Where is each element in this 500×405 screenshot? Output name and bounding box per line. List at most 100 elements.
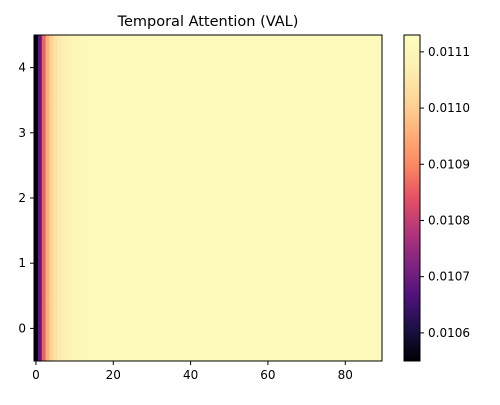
heatmap-cell <box>37 295 43 362</box>
heatmap-cell <box>84 295 89 362</box>
heatmap-cell <box>366 100 371 166</box>
heatmap-cell <box>343 295 348 362</box>
heatmap-cell <box>146 100 151 166</box>
heatmap-cell <box>304 35 309 101</box>
heatmap-cell <box>219 165 224 231</box>
heatmap-cell <box>153 165 159 231</box>
heatmap-cell <box>41 165 46 231</box>
heatmap-cell <box>335 230 340 297</box>
heatmap-cell <box>296 295 302 362</box>
heatmap-cell <box>215 295 220 362</box>
heatmap-cell <box>204 295 209 362</box>
heatmap-cell <box>339 100 344 166</box>
colorbar <box>404 35 420 361</box>
heatmap-cell <box>45 100 50 166</box>
heatmap-cell <box>339 230 344 297</box>
heatmap-cell <box>165 35 170 101</box>
heatmap-cell <box>215 165 220 231</box>
heatmap-cell <box>134 35 139 101</box>
heatmap-cell <box>238 165 244 231</box>
heatmap-cell <box>235 230 240 297</box>
heatmap-cell <box>335 100 340 166</box>
heatmap-cell <box>354 100 360 166</box>
heatmap-cell <box>343 165 348 231</box>
heatmap-cell <box>157 230 162 297</box>
heatmap-cell <box>273 35 278 101</box>
heatmap-cell <box>235 295 240 362</box>
heatmap-cell <box>285 165 290 231</box>
heatmap-cell <box>122 295 128 362</box>
heatmap-cell <box>347 35 352 101</box>
heatmap-cell <box>107 165 112 231</box>
heatmap-cell <box>192 295 197 362</box>
heatmap-cell <box>227 165 232 231</box>
heatmap-cell <box>343 100 348 166</box>
heatmap-cell <box>296 165 302 231</box>
heatmap-cell <box>138 295 143 362</box>
heatmap-cell <box>231 165 236 231</box>
heatmap-cell <box>111 230 116 297</box>
heatmap-cell <box>138 230 143 297</box>
heatmap-cell <box>208 165 213 231</box>
heatmap-cell <box>312 230 317 297</box>
heatmap-cell <box>61 230 66 297</box>
heatmap-cell <box>285 295 290 362</box>
heatmap-cell <box>115 295 120 362</box>
heatmap-cell <box>339 295 344 362</box>
heatmap-cell <box>150 100 155 166</box>
heatmap-cell <box>95 35 101 101</box>
heatmap-cell <box>72 100 77 166</box>
heatmap-cell <box>153 35 159 101</box>
heatmap-cell <box>370 100 375 166</box>
heatmap-cell <box>41 100 46 166</box>
heatmap-cell <box>262 295 267 362</box>
heatmap-cell <box>269 230 275 297</box>
heatmap-cell <box>366 35 371 101</box>
y-tick-label: 1 <box>18 256 26 270</box>
heatmap-cell <box>242 35 248 101</box>
heatmap-cell <box>343 35 348 101</box>
heatmap-cell <box>37 165 43 231</box>
heatmap-cell <box>57 295 62 362</box>
heatmap-cell <box>80 230 85 297</box>
heatmap-cell <box>300 165 306 231</box>
heatmap-cell <box>347 295 352 362</box>
heatmap-cell <box>157 295 162 362</box>
heatmap-cell <box>242 230 248 297</box>
heatmap-cell <box>80 35 85 101</box>
heatmap-cell <box>258 230 263 297</box>
heatmap-cell <box>150 35 155 101</box>
heatmap-cell <box>146 165 151 231</box>
heatmap-cell <box>177 230 182 297</box>
heatmap-cell <box>57 100 62 166</box>
heatmap-cell <box>300 295 306 362</box>
x-tick-label: 60 <box>260 368 275 382</box>
heatmap-cell <box>138 35 143 101</box>
heatmap-cell <box>358 165 364 231</box>
heatmap-cell <box>45 230 50 297</box>
x-tick-label: 40 <box>183 368 198 382</box>
heatmap-cell <box>161 230 166 297</box>
heatmap-cell <box>324 165 329 231</box>
x-tick-label: 0 <box>32 368 40 382</box>
heatmap-cell <box>119 165 124 231</box>
heatmap-cell <box>72 295 77 362</box>
heatmap-cell <box>204 35 209 101</box>
heatmap-cell <box>111 165 116 231</box>
heatmap-cell <box>208 100 213 166</box>
heatmap-cell <box>84 35 89 101</box>
heatmap-cell <box>246 165 251 231</box>
heatmap-cell <box>169 100 174 166</box>
heatmap-cell <box>327 35 333 101</box>
heatmap-cell <box>150 230 155 297</box>
colorbar-tick-label: 0.0107 <box>428 270 470 284</box>
heatmap-cell <box>64 295 70 362</box>
heatmap-cell <box>277 100 282 166</box>
heatmap-cell <box>188 35 193 101</box>
heatmap-cell <box>374 35 379 101</box>
colorbar-tick-label: 0.0110 <box>428 101 470 115</box>
heatmap-cell <box>331 165 336 231</box>
colorbar-frame <box>403 34 421 362</box>
y-tick-label: 2 <box>18 191 26 205</box>
